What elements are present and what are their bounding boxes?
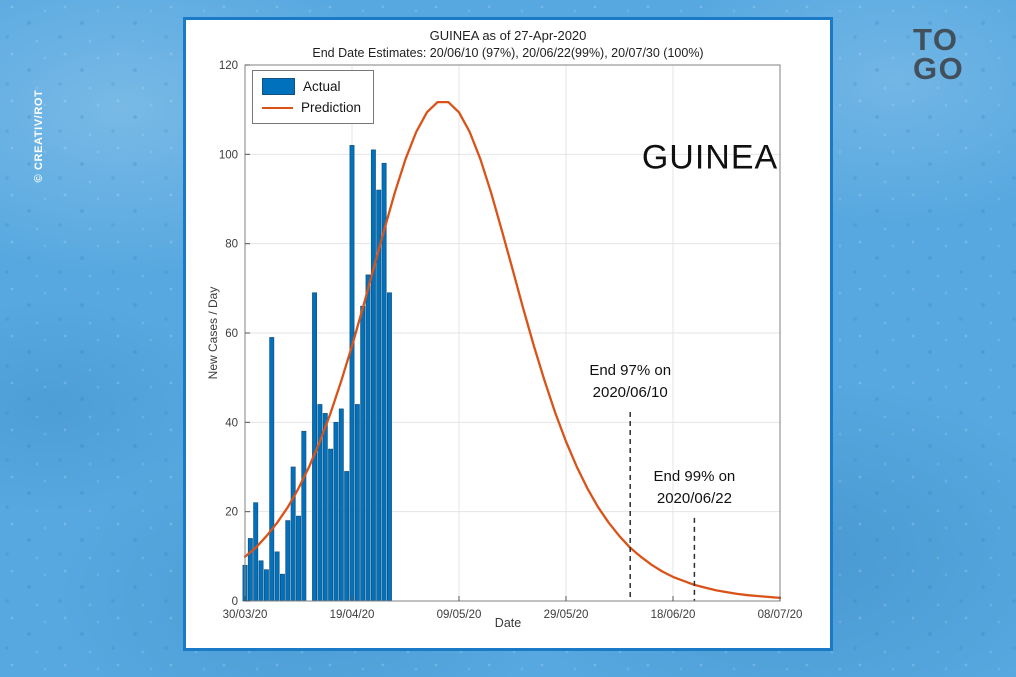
- bar: [349, 145, 355, 602]
- bar: [269, 337, 275, 602]
- legend-item-prediction: Prediction: [262, 97, 361, 118]
- end-99-annotation: End 99% on 2020/06/22: [654, 466, 736, 510]
- bar: [263, 569, 269, 602]
- tick-marks: [244, 64, 781, 602]
- legend-item-actual: Actual: [262, 76, 361, 97]
- legend-box: Actual Prediction: [252, 70, 375, 124]
- end-97-line2: 2020/06/10: [592, 384, 668, 402]
- x-tick-label: 18/06/20: [651, 609, 696, 621]
- y-tick-label: 60: [225, 328, 238, 340]
- y-tick-label: 0: [232, 596, 238, 608]
- actual-bar-swatch: [262, 78, 295, 95]
- x-tick-label: 08/07/20: [758, 609, 803, 621]
- bar: [296, 515, 301, 602]
- chart-panel: 0 20 40 60 80 100 120 30/03/20 19/04/20 09/05/20 2…: [183, 17, 833, 651]
- togo-logo: TO GO: [913, 22, 965, 86]
- y-tick-label: 120: [219, 60, 238, 72]
- x-axis-label: Date: [494, 616, 522, 630]
- y-tick-label: 80: [225, 239, 238, 251]
- chart-plot-svg: 0 20 40 60 80 100 120 30/03/20 19/04/20 09/05/20 2…: [219, 60, 803, 621]
- y-tick-label: 20: [225, 507, 238, 519]
- bar: [253, 502, 259, 602]
- bar: [301, 430, 307, 602]
- bar: [338, 408, 344, 602]
- bar: [247, 538, 253, 602]
- x-tick-label: 30/03/20: [223, 609, 268, 621]
- bar: [274, 551, 280, 602]
- bar: [370, 149, 376, 602]
- bar: [322, 413, 328, 602]
- x-tick-label: 19/04/20: [330, 609, 375, 621]
- bar: [333, 421, 339, 602]
- end-97-line1: End 97% on: [589, 362, 672, 380]
- bar: [360, 305, 366, 602]
- bar: [365, 274, 371, 602]
- bar: [344, 471, 350, 602]
- prediction-line-swatch: [262, 106, 293, 109]
- togo-logo-line2: GO: [913, 51, 965, 86]
- y-tick-label: 100: [219, 149, 238, 161]
- bar: [387, 292, 392, 602]
- prediction-line: [243, 100, 782, 600]
- bar: [258, 560, 264, 602]
- country-name-label: GUINEA: [641, 138, 779, 177]
- y-tick-label: 40: [225, 417, 238, 429]
- bar: [328, 448, 334, 602]
- bar: [290, 466, 296, 602]
- x-tick-label: 09/05/20: [437, 609, 482, 621]
- actual-bars: [242, 145, 392, 602]
- bar: [354, 404, 360, 602]
- tick-labels: 0 20 40 60 80 100 120 30/03/20 19/04/20 09/05/20 2…: [219, 60, 803, 621]
- end-97-annotation: End 97% on 2020/06/10: [589, 360, 671, 404]
- y-axis-label: New Cases / Day: [206, 286, 220, 380]
- bar: [312, 292, 317, 602]
- x-tick-label: 29/05/20: [544, 609, 589, 621]
- legend-prediction-label: Prediction: [301, 100, 362, 115]
- chart-subtitle: End Date Estimates: 20/06/10 (97%), 20/0…: [312, 46, 704, 60]
- creator-watermark: © CREATIV/ROT: [33, 89, 45, 183]
- bar: [279, 573, 285, 602]
- bar: [317, 404, 323, 602]
- togo-logo-line1: TO: [913, 22, 959, 57]
- end-99-line2: 2020/06/22: [656, 489, 732, 507]
- chart-title: GUINEA as of 27-Apr-2020: [429, 28, 587, 43]
- legend-actual-label: Actual: [303, 79, 341, 94]
- end-99-line1: End 99% on: [653, 467, 736, 485]
- bar: [285, 520, 291, 602]
